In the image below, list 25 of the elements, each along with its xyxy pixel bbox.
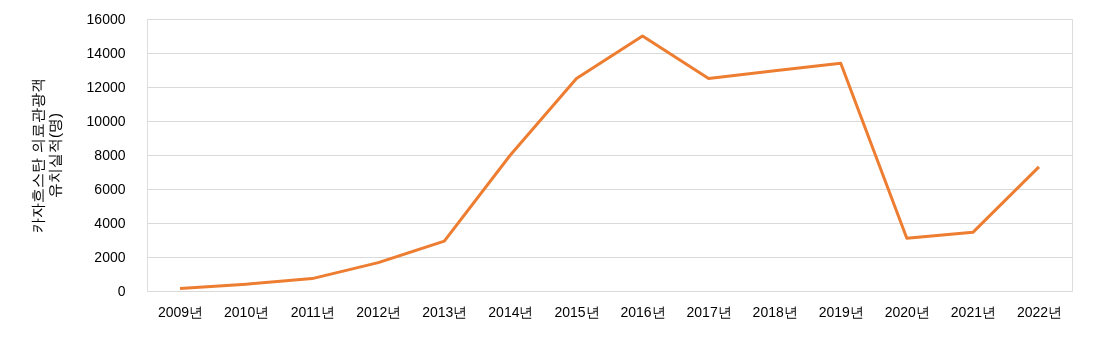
x-tick-label: 2022년 xyxy=(1016,303,1063,320)
x-tick-label: 2012년 xyxy=(356,303,402,320)
x-tick-label: 2015년 xyxy=(554,303,600,320)
x-tick-label: 2018년 xyxy=(752,303,798,320)
x-tick-label: 2020년 xyxy=(884,303,930,320)
y-tick-label: 16000 xyxy=(86,10,126,27)
x-tick-label: 2011년 xyxy=(290,303,335,320)
y-tick-label: 8000 xyxy=(94,146,126,163)
x-tick-label: 2019년 xyxy=(818,303,864,320)
y-tick-label: 14000 xyxy=(86,44,126,61)
x-tick-label: 2021년 xyxy=(950,303,996,320)
y-axis-title: 카자흐스탄 의료관광객 유치실적(명) xyxy=(28,78,63,233)
y-tick-label: 2000 xyxy=(94,248,126,265)
line-series xyxy=(178,34,1041,290)
x-tick-label: 2009년 xyxy=(157,303,204,320)
y-tick-label: 10000 xyxy=(86,112,126,129)
y-tick-label: 4000 xyxy=(94,214,126,231)
y-tick-label: 0 xyxy=(117,282,126,299)
y-tick-label: 6000 xyxy=(94,180,126,197)
x-tick-label: 2017년 xyxy=(686,303,732,320)
x-tick-label: 2013년 xyxy=(422,303,468,320)
x-tick-label: 2016년 xyxy=(620,303,666,320)
x-tick-label: 2014년 xyxy=(488,303,534,320)
x-tick-label: 2010년 xyxy=(224,303,270,320)
y-tick-label: 12000 xyxy=(86,78,126,95)
